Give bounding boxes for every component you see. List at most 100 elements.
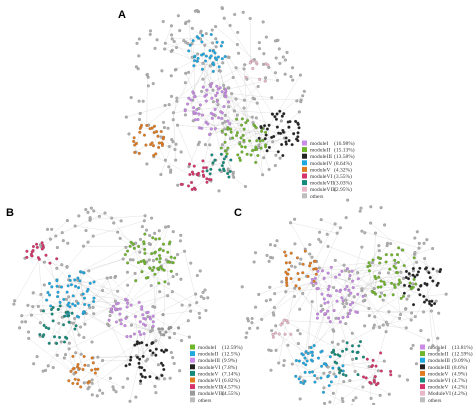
node	[134, 279, 138, 283]
node	[138, 111, 142, 115]
edge	[331, 341, 361, 353]
node	[249, 153, 253, 157]
node	[203, 288, 207, 292]
node	[112, 304, 116, 308]
node	[204, 309, 208, 313]
node	[76, 363, 80, 367]
node	[41, 243, 45, 247]
node	[58, 304, 62, 308]
edge	[45, 323, 74, 371]
node	[323, 401, 327, 405]
node	[371, 326, 375, 330]
node	[370, 261, 374, 265]
node	[372, 402, 376, 405]
node	[109, 307, 113, 311]
node	[319, 376, 323, 380]
edge	[123, 238, 160, 260]
node	[198, 269, 202, 273]
node	[187, 184, 191, 188]
edge	[302, 272, 353, 282]
node	[226, 55, 230, 59]
legend-name: moduleII	[198, 352, 218, 358]
node	[379, 351, 383, 355]
node	[264, 133, 268, 137]
edge	[71, 277, 111, 285]
node	[361, 355, 365, 359]
edge	[303, 318, 337, 364]
edge	[220, 111, 261, 142]
node	[143, 262, 147, 266]
node	[246, 119, 250, 123]
node	[162, 350, 166, 354]
node	[213, 56, 217, 60]
node	[213, 51, 217, 55]
node	[79, 325, 83, 329]
node	[132, 139, 136, 143]
node	[162, 242, 166, 246]
edge	[93, 356, 144, 358]
node	[124, 316, 128, 320]
node	[201, 159, 205, 163]
node	[341, 372, 345, 376]
edge	[372, 233, 376, 293]
node	[187, 19, 191, 23]
node	[74, 284, 78, 288]
node	[129, 96, 133, 100]
node	[317, 266, 321, 270]
edge	[222, 134, 226, 166]
node	[113, 299, 117, 303]
edge	[234, 110, 284, 114]
node	[310, 255, 314, 259]
node	[166, 294, 170, 298]
node	[258, 77, 262, 81]
node	[53, 335, 57, 339]
node	[235, 113, 239, 117]
legend-share: (13.58%)	[334, 153, 355, 160]
node	[219, 146, 223, 150]
edge	[275, 325, 306, 382]
edge	[342, 276, 376, 318]
node	[139, 333, 143, 337]
node	[347, 288, 351, 292]
node	[284, 270, 288, 274]
node	[74, 351, 78, 355]
node	[129, 334, 133, 338]
node	[310, 277, 314, 281]
node	[45, 298, 49, 302]
node	[337, 316, 341, 320]
node	[148, 266, 152, 270]
node	[133, 143, 137, 147]
node	[369, 396, 373, 400]
node	[157, 229, 161, 233]
node	[152, 265, 156, 269]
edge	[160, 141, 174, 175]
node	[156, 266, 160, 270]
node	[340, 397, 344, 401]
node	[164, 330, 168, 334]
node	[167, 326, 171, 330]
node	[210, 28, 214, 32]
node	[50, 285, 54, 289]
node	[153, 305, 157, 309]
node	[137, 244, 141, 248]
node	[135, 340, 139, 344]
legend-name: moduleVI	[198, 365, 220, 371]
node	[132, 246, 136, 250]
edge	[80, 258, 124, 273]
edge	[152, 330, 166, 351]
node	[430, 299, 434, 303]
node	[404, 326, 408, 330]
node	[86, 210, 90, 214]
edge	[115, 295, 168, 311]
node	[250, 317, 254, 321]
node	[224, 95, 228, 99]
node	[171, 230, 175, 234]
edge	[110, 277, 150, 318]
node	[95, 394, 99, 398]
node	[335, 231, 339, 235]
node	[407, 272, 411, 276]
node	[77, 333, 81, 337]
node	[271, 332, 275, 336]
node	[289, 251, 293, 255]
node	[360, 229, 364, 233]
